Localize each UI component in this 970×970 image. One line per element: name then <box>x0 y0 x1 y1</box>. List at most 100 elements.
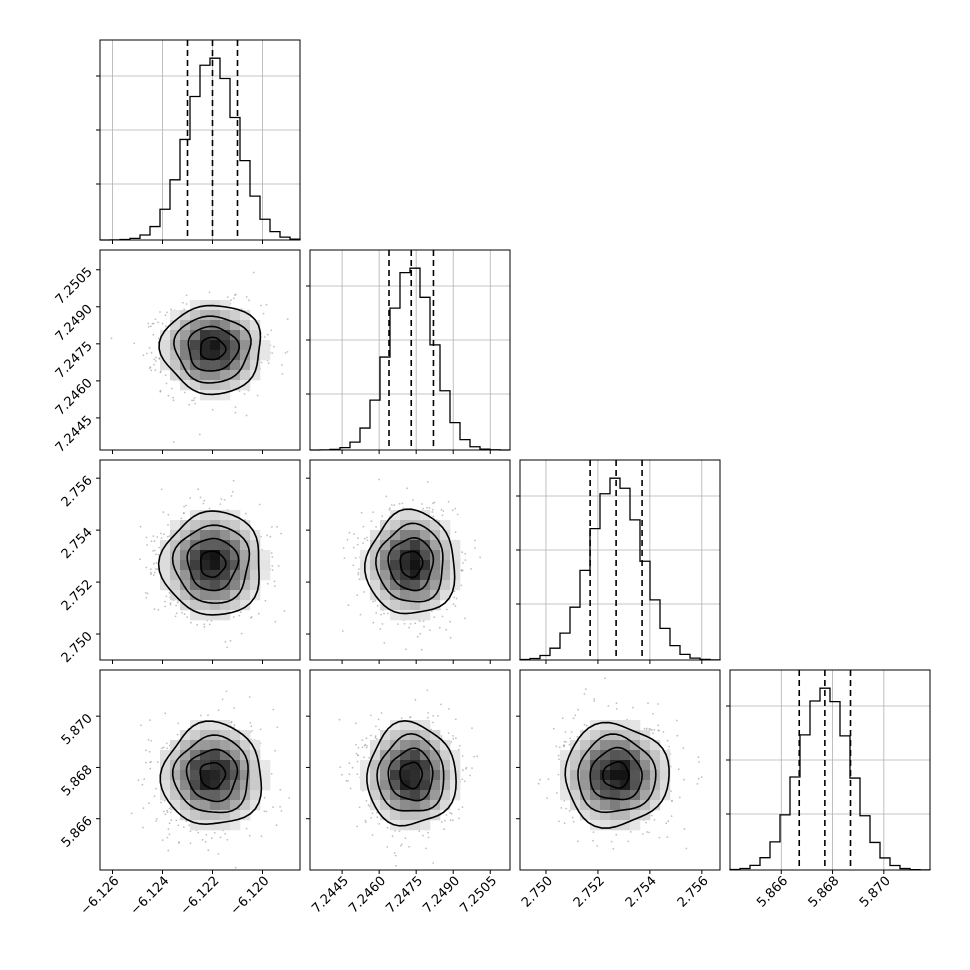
contour-level-1 <box>399 761 424 790</box>
density-bin <box>410 560 421 571</box>
scatter-point <box>363 591 365 593</box>
density-bin <box>610 730 621 741</box>
scatter-point <box>250 616 252 619</box>
scatter-point <box>172 399 175 402</box>
density-bin <box>640 770 651 781</box>
density-bin <box>200 330 211 341</box>
density-bin <box>420 570 431 581</box>
scatter-point <box>188 403 191 406</box>
density-bin <box>170 760 181 771</box>
scatter-point <box>668 745 670 748</box>
scatter-point <box>169 602 172 605</box>
density-bin <box>210 380 221 391</box>
scatter-point <box>181 612 184 614</box>
density-bin <box>210 580 221 591</box>
scatter-point <box>593 698 596 701</box>
density-bin <box>420 550 431 561</box>
scatter-point <box>250 738 253 741</box>
scatter-point <box>399 845 402 847</box>
scatter-point <box>208 507 211 510</box>
density-bin <box>230 530 241 541</box>
hist-panel-frame <box>729 669 931 871</box>
scatter-point <box>365 737 368 740</box>
scatter-point <box>356 543 359 546</box>
scatter-point <box>147 326 150 328</box>
scatter-point <box>186 616 189 618</box>
scatter-point <box>447 732 450 734</box>
scatter-point <box>462 769 464 772</box>
scatter-point <box>433 501 436 504</box>
scatter-point <box>652 732 654 735</box>
density-bin <box>400 720 411 731</box>
density-bin <box>370 530 381 541</box>
scatter-point <box>604 677 606 680</box>
scatter-point <box>615 702 618 705</box>
density-bin <box>430 570 441 581</box>
density-bin <box>620 810 631 821</box>
scatter-point <box>150 573 152 575</box>
density-bin <box>380 560 391 571</box>
density-bin <box>200 810 211 821</box>
scatter-point <box>279 805 281 808</box>
scatter-point <box>217 853 220 855</box>
scatter-point <box>161 839 164 841</box>
density-bin <box>630 770 641 781</box>
scatter-point <box>380 613 382 616</box>
density-bin <box>170 570 181 581</box>
density-bin <box>430 560 441 571</box>
density-panel-4-2 <box>306 669 511 874</box>
density-bin <box>220 780 231 791</box>
density-bin <box>170 310 181 321</box>
scatter-point <box>454 718 457 721</box>
scatter-point <box>546 797 549 799</box>
density-bin <box>560 790 571 801</box>
density-bin <box>400 590 411 601</box>
density-bin <box>170 360 181 371</box>
scatter-point <box>645 821 647 824</box>
scatter-point <box>229 639 232 642</box>
density-bin <box>630 820 641 831</box>
scatter-point <box>263 810 266 813</box>
density-bin <box>180 580 191 591</box>
density-bin <box>600 800 611 811</box>
scatter-point <box>245 296 248 298</box>
density-bin <box>180 310 191 321</box>
scatter-point <box>139 558 141 561</box>
scatter-point <box>445 628 448 631</box>
scatter-point <box>385 495 388 498</box>
scatter-point <box>631 706 634 709</box>
scatter-point <box>682 747 685 749</box>
density-bin <box>220 760 231 771</box>
scatter-point <box>152 550 154 552</box>
scatter-point <box>453 590 456 593</box>
scatter-point <box>440 821 443 823</box>
scatter-point <box>347 604 350 607</box>
hist-panel-3 <box>516 459 721 664</box>
scatter-point <box>658 729 660 732</box>
density-bin <box>260 560 271 571</box>
density-bin <box>390 570 401 581</box>
density-bin <box>220 300 231 311</box>
scatter-point <box>358 578 361 581</box>
density-bin <box>390 720 401 731</box>
scatter-point <box>403 622 406 625</box>
density-bin <box>200 380 211 391</box>
contour-level-2 <box>186 537 240 592</box>
density-bin <box>360 760 371 771</box>
density-bin <box>160 760 171 771</box>
scatter-point <box>372 600 374 603</box>
density-bin <box>250 540 261 551</box>
density-bin <box>430 580 441 591</box>
density-bin <box>220 610 231 621</box>
scatter-point <box>271 526 273 528</box>
density-bin <box>190 530 201 541</box>
density-bin <box>600 790 611 801</box>
density-bin <box>630 730 641 741</box>
scatter-point <box>437 714 439 717</box>
contour-level-2 <box>589 746 643 801</box>
density-bin <box>210 790 221 801</box>
density-bin <box>250 770 261 781</box>
density-bin <box>180 790 191 801</box>
density-bin <box>240 540 251 551</box>
contour-level-1 <box>199 761 227 790</box>
